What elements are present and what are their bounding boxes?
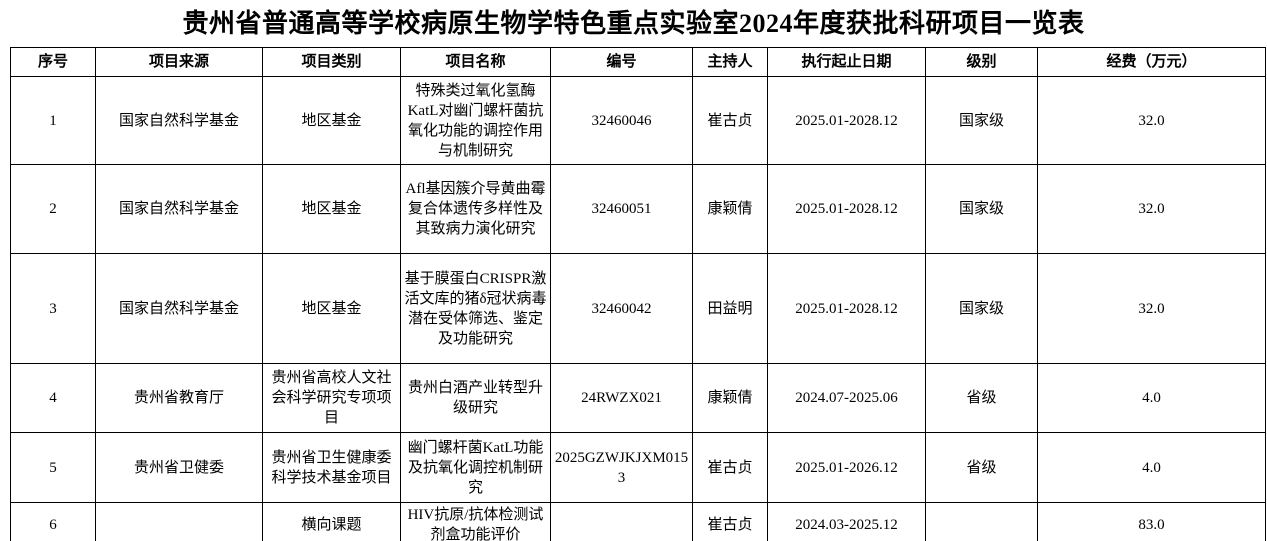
cell-source: 国家自然科学基金 bbox=[95, 164, 263, 254]
cell-dates: 2025.01-2028.12 bbox=[767, 164, 926, 254]
cell-category: 贵州省卫生健康委科学技术基金项目 bbox=[262, 432, 401, 503]
cell-principal: 崔古贞 bbox=[692, 432, 768, 503]
cell-source: 国家自然科学基金 bbox=[95, 253, 263, 364]
column-header-name: 项目名称 bbox=[400, 47, 551, 77]
cell-project-name: HIV抗原/抗体检测试剂盒功能评价 bbox=[400, 502, 551, 541]
cell-funding: 4.0 bbox=[1037, 432, 1266, 503]
cell-principal: 崔古贞 bbox=[692, 76, 768, 165]
cell-funding: 32.0 bbox=[1037, 76, 1266, 165]
table-row: 1 国家自然科学基金 地区基金 特殊类过氧化氢酶KatL对幽门螺杆菌抗氧化功能的调控作… bbox=[10, 76, 1266, 165]
cell-dates: 2025.01-2028.12 bbox=[767, 76, 926, 165]
cell-code: 32460042 bbox=[550, 253, 693, 364]
cell-project-name: 幽门螺杆菌KatL功能及抗氧化调控机制研究 bbox=[400, 432, 551, 503]
cell-index: 5 bbox=[10, 432, 96, 503]
column-header-no: 序号 bbox=[10, 47, 96, 77]
cell-code: 2025GZWJKJXM0153 bbox=[550, 432, 693, 503]
column-header-funding: 经费（万元） bbox=[1037, 47, 1266, 77]
cell-level: 省级 bbox=[925, 432, 1038, 503]
cell-index: 3 bbox=[10, 253, 96, 364]
cell-category: 地区基金 bbox=[262, 76, 401, 165]
column-header-pi: 主持人 bbox=[692, 47, 768, 77]
projects-table: 序号 项目来源 项目类别 项目名称 编号 主持人 执行起止日期 级别 经费（万元） 1 国家自然科… bbox=[10, 47, 1266, 541]
page-title: 贵州省普通高等学校病原生物学特色重点实验室2024年度获批科研项目一览表 bbox=[182, 9, 1085, 38]
cell-dates: 2024.03-2025.12 bbox=[767, 502, 926, 541]
cell-code: 32460046 bbox=[550, 76, 693, 165]
cell-project-name: 基于膜蛋白CRISPR激活文库的猪δ冠状病毒潜在受体筛选、鉴定及功能研究 bbox=[400, 253, 551, 364]
cell-index: 6 bbox=[10, 502, 96, 541]
table-body: 1 国家自然科学基金 地区基金 特殊类过氧化氢酶KatL对幽门螺杆菌抗氧化功能的调控作… bbox=[10, 76, 1266, 541]
table-row: 3 国家自然科学基金 地区基金 基于膜蛋白CRISPR激活文库的猪δ冠状病毒潜在受体筛… bbox=[10, 253, 1266, 364]
cell-code bbox=[550, 502, 693, 541]
table-row: 6 横向课题 HIV抗原/抗体检测试剂盒功能评价 崔古贞 2024.03-2025.12… bbox=[10, 502, 1266, 541]
cell-category: 地区基金 bbox=[262, 164, 401, 254]
column-header-code: 编号 bbox=[550, 47, 693, 77]
column-header-source: 项目来源 bbox=[95, 47, 263, 77]
column-header-level: 级别 bbox=[925, 47, 1038, 77]
cell-dates: 2024.07-2025.06 bbox=[767, 363, 926, 433]
cell-level: 国家级 bbox=[925, 253, 1038, 364]
cell-principal: 田益明 bbox=[692, 253, 768, 364]
cell-level: 国家级 bbox=[925, 164, 1038, 254]
cell-principal: 康颖倩 bbox=[692, 164, 768, 254]
cell-funding: 4.0 bbox=[1037, 363, 1266, 433]
table-row: 4 贵州省教育厅 贵州省高校人文社会科学研究专项项目 贵州白酒产业转型升级研究 24RW… bbox=[10, 363, 1266, 433]
cell-category: 地区基金 bbox=[262, 253, 401, 364]
column-header-category: 项目类别 bbox=[262, 47, 401, 77]
cell-category: 横向课题 bbox=[262, 502, 401, 541]
cell-principal: 康颖倩 bbox=[692, 363, 768, 433]
cell-source: 国家自然科学基金 bbox=[95, 76, 263, 165]
table-row: 2 国家自然科学基金 地区基金 Afl基因簇介导黄曲霉复合体遗传多样性及其致病力演化研… bbox=[10, 164, 1266, 254]
table-row: 5 贵州省卫健委 贵州省卫生健康委科学技术基金项目 幽门螺杆菌KatL功能及抗氧化调控… bbox=[10, 432, 1266, 503]
cell-category: 贵州省高校人文社会科学研究专项项目 bbox=[262, 363, 401, 433]
cell-project-name: 贵州白酒产业转型升级研究 bbox=[400, 363, 551, 433]
cell-project-name: 特殊类过氧化氢酶KatL对幽门螺杆菌抗氧化功能的调控作用与机制研究 bbox=[400, 76, 551, 165]
column-header-period: 执行起止日期 bbox=[767, 47, 926, 77]
cell-level bbox=[925, 502, 1038, 541]
cell-level: 省级 bbox=[925, 363, 1038, 433]
cell-index: 1 bbox=[10, 76, 96, 165]
cell-source bbox=[95, 502, 263, 541]
cell-funding: 32.0 bbox=[1037, 164, 1266, 254]
cell-source: 贵州省卫健委 bbox=[95, 432, 263, 503]
cell-level: 国家级 bbox=[925, 76, 1038, 165]
cell-principal: 崔古贞 bbox=[692, 502, 768, 541]
cell-index: 2 bbox=[10, 164, 96, 254]
cell-index: 4 bbox=[10, 363, 96, 433]
header-row: 序号 项目来源 项目类别 项目名称 编号 主持人 执行起止日期 级别 经费（万元） bbox=[10, 47, 1266, 77]
cell-source: 贵州省教育厅 bbox=[95, 363, 263, 433]
cell-dates: 2025.01-2026.12 bbox=[767, 432, 926, 503]
cell-code: 24RWZX021 bbox=[550, 363, 693, 433]
cell-funding: 32.0 bbox=[1037, 253, 1266, 364]
cell-code: 32460051 bbox=[550, 164, 693, 254]
cell-dates: 2025.01-2028.12 bbox=[767, 253, 926, 364]
cell-project-name: Afl基因簇介导黄曲霉复合体遗传多样性及其致病力演化研究 bbox=[400, 164, 551, 254]
cell-funding: 83.0 bbox=[1037, 502, 1266, 541]
